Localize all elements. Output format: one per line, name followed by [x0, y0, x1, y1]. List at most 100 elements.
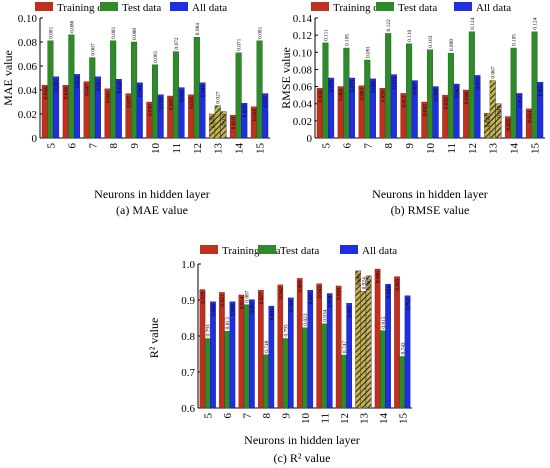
data-label-training-7: 0.061	[360, 87, 366, 99]
bar-all-15	[404, 295, 411, 409]
bar-training-6	[219, 292, 225, 409]
x-tick-label-6: 6	[222, 413, 234, 419]
data-label-test-14: 0.105	[512, 34, 518, 46]
bar-all-10	[157, 94, 164, 139]
data-label-test-15: 0.743	[400, 342, 406, 354]
x-tick-label-7: 7	[87, 143, 99, 149]
y-tick-label: 0	[32, 133, 38, 145]
figure-caption: (a) MAE value	[116, 203, 188, 217]
x-tick-label-5: 5	[203, 413, 215, 419]
bar-test-13	[214, 105, 221, 139]
data-label-test-11: 0.834	[322, 309, 328, 321]
data-label-training-5: 0.929	[200, 291, 206, 303]
y-tick-label: 0.04	[293, 99, 313, 111]
x-tick-label-14: 14	[378, 413, 390, 425]
figure-caption: (c) R² value	[274, 451, 331, 465]
data-label-training-13: 0.981	[356, 273, 362, 285]
x-tick-label-13: 13	[488, 143, 500, 155]
bar-training-15	[394, 276, 400, 409]
bar-training-9	[277, 284, 284, 409]
data-label-test-6: 0.086	[69, 20, 75, 32]
bar-all-7	[94, 76, 101, 139]
data-label-training-13: 0.020	[210, 116, 216, 128]
bar-test-12	[193, 37, 200, 139]
x-tick-label-12: 12	[339, 413, 351, 424]
bar-test-9	[131, 41, 138, 139]
y-tick-label: 0.10	[293, 47, 313, 59]
data-label-training-6: 0.921	[220, 294, 226, 306]
data-label-all-5: 0.895	[211, 304, 217, 316]
bar-test-10	[426, 49, 434, 139]
bar-test-12	[468, 31, 475, 139]
data-label-training-12: 0.939	[337, 288, 343, 300]
bar-all-7	[249, 299, 255, 409]
bar-test-10	[151, 64, 159, 139]
data-label-training-14: 0.019	[231, 117, 237, 129]
bar-test-6	[343, 47, 350, 139]
data-label-all-15: 0.065	[538, 84, 544, 96]
data-label-training-6: 0.044	[64, 87, 70, 99]
y-tick-label: 0.02	[18, 109, 37, 121]
x-tick-label-10: 10	[300, 413, 312, 425]
data-label-training-5: 0.044	[43, 87, 49, 99]
data-label-training-15: 0.034	[527, 111, 533, 123]
legend-swatch-test	[376, 2, 394, 11]
data-label-all-8: 0.883	[269, 308, 275, 320]
y-tick-label: 0.04	[18, 85, 38, 97]
x-tick-label-8: 8	[108, 143, 120, 149]
data-label-all-14: 0.944	[386, 286, 392, 298]
data-label-all-5: 0.051	[54, 79, 60, 91]
bar-test-8	[263, 354, 269, 409]
y-tick-label: 0.12	[293, 30, 312, 42]
x-axis-title: Neurons in hidden layer	[244, 433, 360, 447]
y-tick-label: 0.7	[181, 367, 195, 379]
data-label-all-9: 0.067	[413, 82, 419, 94]
y-tick-label: 0.08	[293, 64, 313, 76]
data-label-test-14: 0.071	[237, 38, 243, 50]
y-tick-label: 0.08	[18, 37, 38, 49]
data-label-training-10: 0.960	[298, 280, 304, 292]
bar-training-7	[238, 294, 245, 409]
data-label-training-9: 0.942	[278, 287, 284, 299]
data-label-test-6: 0.813	[225, 317, 231, 329]
chart-mae: 0 0.02 0.04 0.06 0.08 0.10 0.044 0.081 0.051 5 0.0…	[1, 2, 270, 217]
data-label-all-10: 0.060	[434, 88, 440, 100]
x-tick-label-15: 15	[255, 143, 267, 155]
data-label-training-8: 0.041	[106, 91, 112, 103]
bar-all-12	[474, 75, 481, 139]
bar-test-14	[379, 330, 386, 409]
y-tick-label: 0.02	[293, 116, 312, 128]
x-tick-label-10: 10	[425, 143, 437, 155]
bar-all-9	[411, 80, 418, 139]
data-label-training-7: 0.047	[85, 83, 91, 95]
x-tick-label-9: 9	[404, 143, 416, 149]
data-label-training-8: 0.927	[259, 292, 265, 304]
data-label-training-14: 0.025	[506, 118, 512, 130]
data-label-test-13: 0.924	[361, 277, 367, 289]
bar-all-6	[73, 74, 81, 139]
legend-swatch-all	[170, 2, 188, 11]
data-label-training-13: 0.029	[485, 115, 491, 127]
bar-test-10	[302, 327, 308, 409]
data-label-all-13: 0.040	[496, 105, 502, 117]
y-tick-label: 0.06	[18, 61, 38, 73]
data-label-all-6: 0.895	[230, 304, 236, 316]
data-label-test-7: 0.067	[90, 43, 96, 55]
data-label-all-6: 0.053	[75, 76, 81, 88]
legend-swatch-test	[258, 245, 276, 254]
data-label-all-13: 0.967	[367, 278, 373, 290]
x-tick-label-15: 15	[530, 143, 542, 155]
data-label-training-11: 0.945	[317, 286, 323, 298]
bar-all-8	[115, 78, 122, 139]
figure-caption: (b) RMSE value	[391, 203, 470, 217]
data-label-test-12: 0.124	[470, 17, 476, 29]
data-label-all-9: 0.906	[289, 300, 295, 312]
data-label-test-10: 0.823	[303, 313, 309, 325]
bar-all-5	[328, 77, 335, 139]
data-label-test-15: 0.124	[533, 17, 539, 29]
bar-all-5	[53, 76, 60, 139]
bar-all-15	[262, 93, 269, 139]
legend-label-test: Test data	[398, 2, 437, 14]
legend-label-test: Test data	[122, 2, 161, 14]
x-tick-label-6: 6	[341, 143, 353, 149]
